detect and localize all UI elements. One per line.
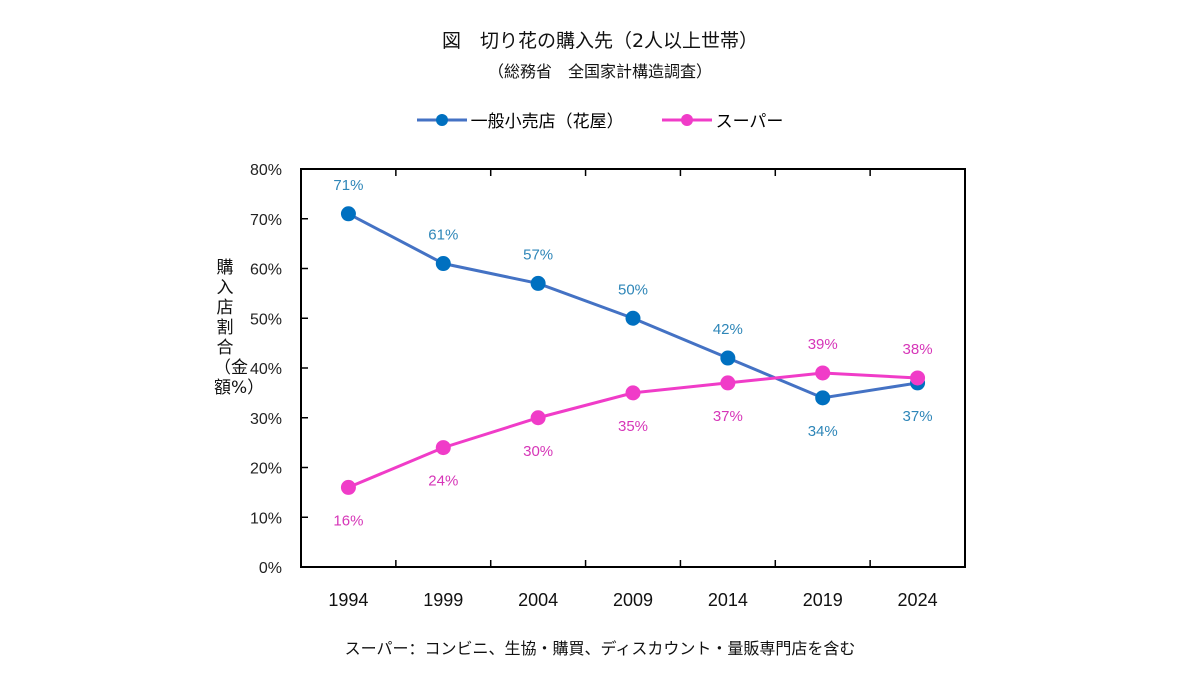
x-tick-label: 1999 [423, 590, 463, 610]
data-label: 38% [903, 341, 933, 358]
data-point [910, 370, 926, 386]
chart-subtitle: （総務省 全国家計構造調査） [487, 62, 712, 81]
data-label: 37% [903, 408, 933, 425]
y-tick-label: 40% [250, 361, 282, 378]
data-point [815, 365, 831, 381]
data-label: 42% [713, 321, 743, 338]
legend-item-supermarket: スーパー [661, 107, 784, 132]
x-tick-label: 2024 [898, 590, 938, 610]
data-point [720, 375, 736, 391]
legend: 一般小売店（花屋） スーパー [0, 107, 1200, 132]
y-tick-label: 80% [250, 162, 282, 179]
data-label: 24% [428, 473, 458, 490]
data-label: 16% [333, 512, 363, 529]
data-point [435, 440, 451, 456]
data-label: 57% [523, 246, 553, 263]
y-tick-label: 30% [250, 411, 282, 428]
data-point [435, 256, 451, 272]
x-tick-label: 2019 [803, 590, 843, 610]
x-tick-label: 2014 [708, 590, 748, 610]
footnote: スーパー：コンビニ、生協・購買、ディスカウント・量販専門店を含む [344, 639, 856, 658]
y-tick-label: 70% [250, 212, 282, 229]
data-point [625, 385, 641, 401]
chart-title: 図 切り花の購入先（2人以上世帯） [441, 30, 759, 52]
legend-item-florist: 一般小売店（花屋） [416, 107, 624, 132]
x-tick-label: 2009 [613, 590, 653, 610]
legend-label: スーパー [715, 112, 784, 132]
data-point [625, 310, 641, 326]
data-label: 71% [333, 177, 363, 194]
data-point [720, 350, 736, 366]
data-label: 37% [713, 408, 743, 425]
data-point [530, 410, 546, 426]
x-tick-label: 1994 [328, 590, 368, 610]
data-label: 61% [428, 227, 458, 244]
data-label: 39% [808, 336, 838, 353]
data-label: 30% [523, 443, 553, 460]
legend-florist-marker-icon [416, 113, 467, 126]
data-label: 35% [618, 418, 648, 435]
data-point [815, 390, 831, 406]
x-tick-label: 2004 [518, 590, 558, 610]
y-tick-label: 20% [250, 461, 282, 478]
y-tick-label: 10% [250, 510, 282, 527]
y-tick-label: 60% [250, 262, 282, 279]
data-point [530, 275, 546, 291]
data-point [340, 206, 356, 222]
data-label: 34% [808, 423, 838, 440]
legend-label: 一般小売店（花屋） [470, 112, 624, 132]
y-tick-label: 0% [259, 560, 282, 577]
y-tick-label: 50% [250, 311, 282, 328]
data-point [340, 479, 356, 495]
plot-frame [300, 168, 966, 568]
data-label: 50% [618, 281, 648, 298]
legend-supermarket-marker-icon [661, 113, 712, 126]
